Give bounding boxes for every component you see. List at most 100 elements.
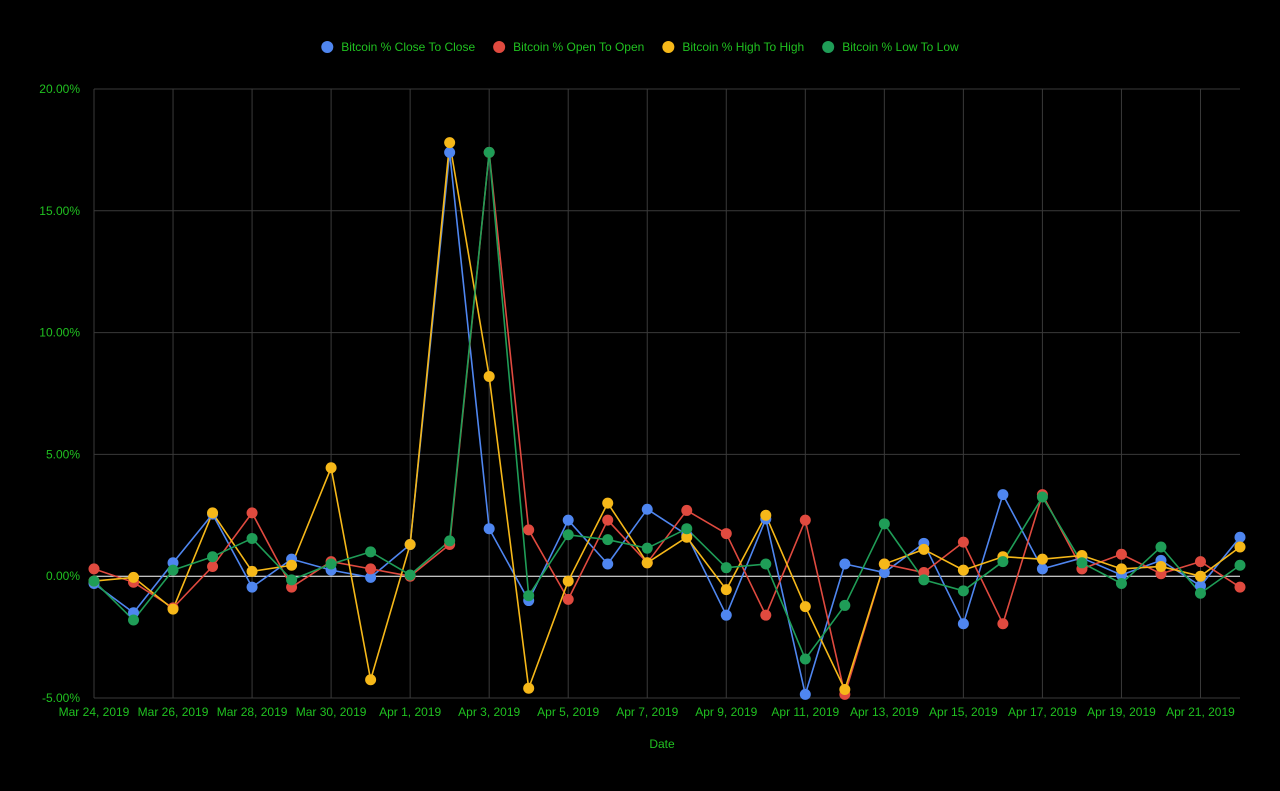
data-point-series-2[interactable]: [365, 563, 377, 575]
data-point-series-4[interactable]: [286, 574, 298, 586]
x-tick-label: Mar 30, 2019: [296, 705, 367, 719]
data-point-series-2[interactable]: [681, 504, 693, 516]
data-point-series-3[interactable]: [760, 509, 772, 521]
data-point-series-4[interactable]: [681, 523, 693, 535]
data-point-series-4[interactable]: [128, 614, 140, 626]
data-point-series-1[interactable]: [602, 558, 614, 570]
x-axis-title: Date: [649, 737, 675, 751]
data-point-series-2[interactable]: [760, 609, 772, 621]
data-point-series-4[interactable]: [799, 653, 811, 665]
x-tick-label: Apr 15, 2019: [929, 705, 998, 719]
data-point-series-4[interactable]: [365, 546, 377, 558]
legend-item-3[interactable]: Bitcoin % High To High: [662, 40, 804, 54]
data-point-series-2[interactable]: [720, 528, 732, 540]
data-point-series-3[interactable]: [404, 539, 416, 551]
data-point-series-4[interactable]: [246, 532, 258, 544]
data-point-series-1[interactable]: [483, 523, 495, 535]
data-point-series-4[interactable]: [997, 556, 1009, 568]
data-point-series-3[interactable]: [167, 603, 179, 615]
data-point-series-3[interactable]: [483, 370, 495, 382]
data-point-series-4[interactable]: [957, 585, 969, 597]
legend-item-1[interactable]: Bitcoin % Close To Close: [321, 40, 475, 54]
data-point-series-3[interactable]: [246, 565, 258, 577]
data-point-series-2[interactable]: [799, 514, 811, 526]
data-point-series-4[interactable]: [207, 551, 219, 563]
data-point-series-4[interactable]: [839, 599, 851, 611]
data-point-series-3[interactable]: [602, 497, 614, 509]
data-point-series-1[interactable]: [997, 489, 1009, 501]
data-point-series-2[interactable]: [1115, 548, 1127, 560]
data-point-series-2[interactable]: [523, 524, 535, 536]
data-point-series-4[interactable]: [641, 542, 653, 554]
data-point-series-4[interactable]: [602, 534, 614, 546]
data-point-series-3[interactable]: [957, 564, 969, 576]
data-point-series-1[interactable]: [839, 558, 851, 570]
data-point-series-1[interactable]: [641, 503, 653, 515]
data-point-series-3[interactable]: [325, 462, 337, 474]
data-point-series-3[interactable]: [878, 558, 890, 570]
data-point-series-1[interactable]: [957, 618, 969, 630]
data-point-series-4[interactable]: [325, 558, 337, 570]
data-point-series-4[interactable]: [523, 590, 535, 602]
data-point-series-2[interactable]: [207, 560, 219, 572]
data-point-series-3[interactable]: [839, 683, 851, 695]
data-point-series-3[interactable]: [681, 531, 693, 543]
data-point-series-2[interactable]: [246, 507, 258, 519]
x-tick-label: Mar 28, 2019: [217, 705, 288, 719]
data-point-series-4[interactable]: [562, 529, 574, 541]
data-point-series-3[interactable]: [1155, 560, 1167, 572]
data-point-series-1[interactable]: [562, 514, 574, 526]
data-point-series-1[interactable]: [444, 146, 456, 158]
data-point-series-3[interactable]: [365, 674, 377, 686]
data-point-series-4[interactable]: [760, 558, 772, 570]
data-point-series-3[interactable]: [1234, 541, 1246, 553]
data-point-series-2[interactable]: [997, 618, 1009, 630]
data-point-series-3[interactable]: [1115, 563, 1127, 575]
data-point-series-3[interactable]: [1194, 570, 1206, 582]
data-point-series-3[interactable]: [1036, 553, 1048, 565]
data-point-series-1[interactable]: [799, 688, 811, 700]
data-point-series-2[interactable]: [88, 563, 100, 575]
data-point-series-2[interactable]: [957, 536, 969, 548]
data-point-series-1[interactable]: [878, 567, 890, 579]
data-point-series-4[interactable]: [1115, 578, 1127, 590]
data-point-series-4[interactable]: [878, 518, 890, 530]
data-point-series-4[interactable]: [404, 569, 416, 581]
data-point-series-3[interactable]: [128, 571, 140, 583]
data-point-series-1[interactable]: [720, 609, 732, 621]
legend-item-4[interactable]: Bitcoin % Low To Low: [822, 40, 959, 54]
y-tick-label: 15.00%: [39, 204, 80, 218]
data-point-series-3[interactable]: [444, 137, 456, 149]
data-point-series-3[interactable]: [720, 584, 732, 596]
data-point-series-4[interactable]: [720, 562, 732, 574]
data-point-series-1[interactable]: [1036, 563, 1048, 575]
data-point-series-3[interactable]: [641, 557, 653, 569]
data-point-series-2[interactable]: [1194, 556, 1206, 568]
data-point-series-4[interactable]: [483, 146, 495, 158]
data-point-series-3[interactable]: [523, 682, 535, 694]
data-point-series-4[interactable]: [88, 575, 100, 587]
data-point-series-3[interactable]: [918, 543, 930, 555]
data-point-series-3[interactable]: [562, 575, 574, 587]
data-point-series-3[interactable]: [286, 559, 298, 571]
data-point-series-2[interactable]: [1234, 581, 1246, 593]
data-point-series-4[interactable]: [167, 564, 179, 576]
data-point-series-4[interactable]: [1155, 541, 1167, 553]
data-point-series-4[interactable]: [1194, 587, 1206, 599]
data-point-series-1[interactable]: [365, 571, 377, 583]
legend-item-2[interactable]: Bitcoin % Open To Open: [493, 40, 644, 54]
data-point-series-4[interactable]: [1234, 559, 1246, 571]
series-lines: [93, 141, 1241, 696]
data-point-series-2[interactable]: [562, 593, 574, 605]
data-point-series-3[interactable]: [207, 507, 219, 519]
data-point-series-1[interactable]: [246, 581, 258, 593]
data-point-series-1[interactable]: [1234, 531, 1246, 543]
y-axis-tick-labels: 20.00% 15.00% 10.00% 5.00% 0.00% -5.00%: [39, 82, 80, 705]
data-point-series-4[interactable]: [1076, 557, 1088, 569]
data-point-series-4[interactable]: [918, 574, 930, 586]
data-point-series-4[interactable]: [1036, 491, 1048, 503]
data-point-series-4[interactable]: [444, 535, 456, 547]
data-point-series-2[interactable]: [602, 514, 614, 526]
data-point-series-3[interactable]: [799, 601, 811, 613]
